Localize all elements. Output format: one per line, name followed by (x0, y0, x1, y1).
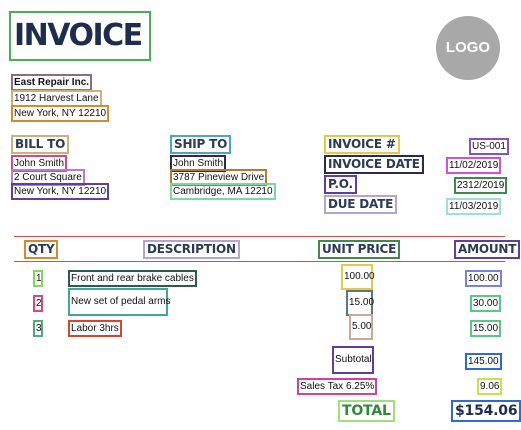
table-header-rule (14, 261, 505, 262)
ship-to-label: SHIP TO (170, 135, 232, 154)
item-3-qty: 3 (33, 320, 43, 337)
invoice-number-value: US-001 (469, 138, 509, 155)
item-1-description: Front and rear brake cables (68, 270, 197, 287)
column-header-qty: QTY (24, 240, 59, 259)
total-label: TOTAL (338, 400, 395, 422)
total-value: $154.06 (451, 400, 521, 422)
bill-to-label: BILL TO (11, 135, 70, 154)
subtotal-value: 145.00 (465, 353, 502, 370)
invoice-date-label: INVOICE DATE (324, 155, 424, 174)
bill-to-city: New York, NY 12210 (11, 183, 110, 200)
po-label: P.O. (324, 175, 357, 194)
item-3-unit-price: 5.00 (349, 314, 373, 340)
due-date-value: 11/03/2019 (446, 198, 502, 215)
item-2-amount: 30.00 (470, 295, 502, 312)
invoice-date-value: 11/02/2019 (446, 157, 502, 174)
item-2-qty: 2 (33, 295, 43, 312)
item-2-description: New set of pedal arms (68, 288, 171, 316)
bill-to-street: 2 Court Square (11, 169, 85, 186)
item-2-unit-price: 15.00 (346, 290, 374, 316)
item-3-description: Labor 3hrs (68, 320, 122, 337)
due-date-label: DUE DATE (324, 195, 398, 214)
company-logo: LOGO (436, 16, 500, 80)
column-header-unit-price: UNIT PRICE (318, 240, 401, 259)
bill-to-name: John Smith (11, 155, 68, 172)
invoice-number-label: INVOICE # (324, 135, 400, 154)
ship-to-city: Cambridge, MA 12210 (170, 183, 276, 200)
item-1-amount: 100.00 (465, 270, 502, 287)
item-1-unit-price: 100.00 (341, 264, 375, 290)
subtotal-label: Subtotal (332, 346, 374, 374)
invoice-title: INVOICE (9, 11, 151, 61)
column-header-description: DESCRIPTION (143, 240, 240, 259)
item-3-amount: 15.00 (470, 320, 502, 337)
item-1-qty: 1 (33, 270, 43, 287)
column-header-amount: AMOUNT (454, 240, 521, 259)
company-city: New York, NY 12210 (11, 105, 110, 122)
sales-tax-label: Sales Tax 6.25% (297, 378, 378, 395)
sales-tax-value: 9.06 (477, 378, 503, 395)
po-value: 2312/2019 (454, 177, 508, 194)
table-top-rule (14, 236, 505, 237)
ship-to-street: 3787 Pineview Drive (170, 169, 268, 186)
ship-to-name: John Smith (170, 155, 227, 172)
company-name: East Repair Inc. (11, 74, 93, 91)
